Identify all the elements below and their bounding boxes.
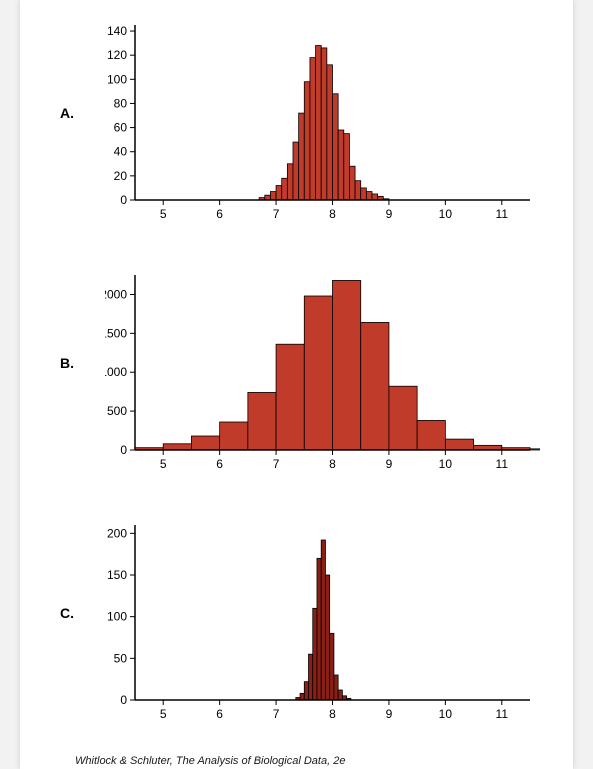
y-tick-label: 20 <box>114 169 128 183</box>
histogram-bar <box>530 449 540 450</box>
x-tick-label: 7 <box>273 457 280 471</box>
x-tick-label: 9 <box>386 707 393 721</box>
x-tick-label: 9 <box>386 457 393 471</box>
histogram-bar <box>355 181 361 200</box>
histogram-bar <box>333 94 339 200</box>
histogram-b: 0 500 1000 1500 2000 5 6 7 8 9 10 11 <box>105 265 540 480</box>
histogram-bar <box>321 540 325 700</box>
chart-panel-b: B. 0 500 1000 1500 2000 5 6 7 8 9 10 11 <box>20 255 573 495</box>
histogram-bar <box>282 178 288 200</box>
histogram-bar <box>270 192 276 200</box>
x-tick-label: 8 <box>329 707 336 721</box>
x-tick-label: 8 <box>329 207 336 221</box>
y-tick-label: 120 <box>107 48 127 62</box>
histogram-bar <box>321 48 327 200</box>
x-tick-label: 11 <box>496 207 509 221</box>
x-tick-label: 9 <box>386 207 393 221</box>
x-tick-label: 5 <box>160 707 167 721</box>
histogram-bar <box>333 280 361 450</box>
histogram-c: 0 50 100 150 200 5 6 7 8 9 10 11 <box>105 515 540 730</box>
histogram-bar <box>330 633 334 700</box>
histogram-bar <box>317 558 321 700</box>
footer-attribution: Whitlock & Schluter, The Analysis of Bio… <box>75 755 345 767</box>
y-tick-label: 2000 <box>105 287 127 301</box>
x-tick-label: 7 <box>273 207 280 221</box>
y-tick-label: 60 <box>114 121 128 135</box>
chart-panel-a: A. 0 20 40 60 80 100 120 140 5 6 7 8 9 10 11 <box>20 5 573 245</box>
histogram-bar <box>304 82 310 200</box>
histogram-bar <box>300 693 304 700</box>
x-tick-label: 10 <box>439 457 453 471</box>
histogram-bar <box>304 682 308 700</box>
x-tick-label: 11 <box>496 707 509 721</box>
y-tick-label: 0 <box>120 193 127 207</box>
y-tick-label: 1000 <box>105 365 127 379</box>
x-tick-label: 8 <box>329 457 336 471</box>
x-tick-label: 5 <box>160 457 167 471</box>
histogram-bar <box>304 296 332 450</box>
histogram-bar <box>325 575 329 700</box>
y-tick-label: 100 <box>107 610 127 624</box>
histogram-bar <box>361 188 367 200</box>
histogram-bar <box>163 444 191 450</box>
y-tick-label: 80 <box>114 96 128 110</box>
panel-label-c: C. <box>60 605 74 621</box>
histogram-bar <box>299 113 305 200</box>
x-tick-label: 10 <box>439 707 453 721</box>
histogram-bar <box>220 422 248 450</box>
histogram-bar <box>349 166 355 200</box>
histogram-bar <box>309 654 313 700</box>
y-tick-label: 200 <box>107 526 127 540</box>
histogram-a: 0 20 40 60 80 100 120 140 5 6 7 8 9 10 11 <box>105 15 540 230</box>
histogram-bar <box>338 130 344 200</box>
x-tick-label: 7 <box>273 707 280 721</box>
x-tick-label: 10 <box>439 207 453 221</box>
histogram-bar <box>191 436 219 450</box>
histogram-bar <box>327 65 333 200</box>
histogram-bar <box>361 322 389 450</box>
histogram-bar <box>334 675 338 700</box>
histogram-bar <box>344 134 350 200</box>
histogram-bar <box>287 164 293 200</box>
histogram-bar <box>372 194 378 200</box>
y-tick-label: 500 <box>107 404 127 418</box>
y-tick-label: 0 <box>120 693 127 707</box>
x-tick-label: 6 <box>216 457 223 471</box>
panel-label-a: A. <box>60 105 74 121</box>
y-tick-label: 50 <box>114 651 128 665</box>
y-tick-label: 100 <box>107 72 127 86</box>
figure-card: { "layout": { "page_width": 593, "page_h… <box>20 0 573 769</box>
y-tick-label: 140 <box>107 24 127 38</box>
panel-label-b: B. <box>60 355 74 371</box>
histogram-bar <box>313 608 317 700</box>
y-tick-label: 40 <box>114 145 128 159</box>
x-tick-label: 6 <box>216 707 223 721</box>
histogram-bar <box>248 392 276 450</box>
histogram-bar <box>276 186 282 200</box>
histogram-bar <box>417 420 445 450</box>
histogram-bar <box>276 344 304 450</box>
x-tick-label: 11 <box>496 457 509 471</box>
x-tick-label: 6 <box>216 207 223 221</box>
histogram-bar <box>310 58 316 200</box>
histogram-bar <box>293 142 299 200</box>
y-tick-label: 1500 <box>105 326 127 340</box>
histogram-bar <box>445 439 473 450</box>
histogram-bar <box>366 192 372 200</box>
chart-panel-c: C. 0 50 100 150 200 5 6 7 8 9 10 11 <box>20 505 573 745</box>
histogram-bar <box>316 46 322 200</box>
y-tick-label: 0 <box>120 443 127 457</box>
x-tick-label: 5 <box>160 207 167 221</box>
histogram-bar <box>338 690 342 700</box>
y-tick-label: 150 <box>107 568 127 582</box>
histogram-bar <box>389 386 417 450</box>
